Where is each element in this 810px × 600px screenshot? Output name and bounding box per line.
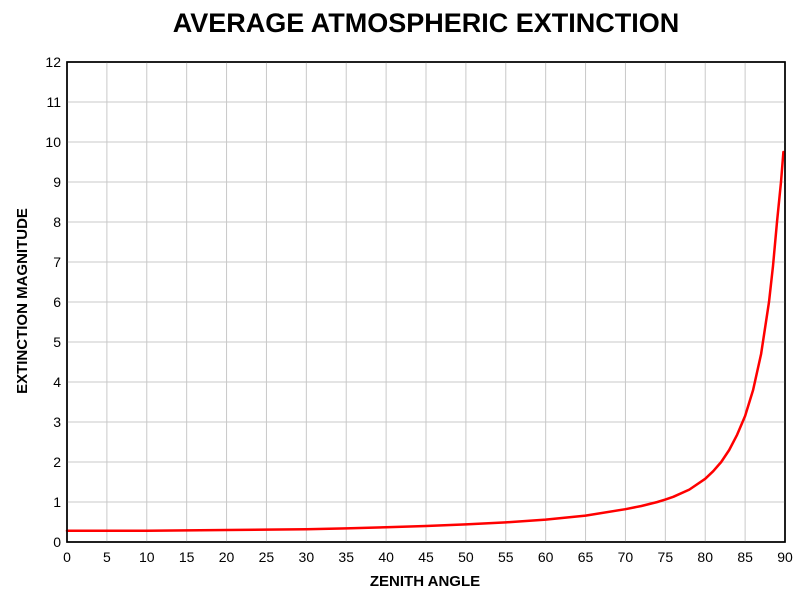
x-tick-label-0: 0	[63, 549, 71, 565]
y-tick-label-6: 6	[53, 294, 61, 310]
x-tick-label-90: 90	[777, 549, 793, 565]
y-tick-label-0: 0	[53, 534, 61, 550]
x-axis-label: ZENITH ANGLE	[370, 573, 480, 590]
y-tick-label-2: 2	[53, 454, 61, 470]
y-tick-label-9: 9	[53, 174, 61, 190]
plot-border	[66, 61, 786, 543]
x-tick-label-45: 45	[418, 549, 434, 565]
y-axis-label: EXTINCTION MAGNITUDE	[14, 208, 31, 394]
y-tick-label-4: 4	[53, 374, 61, 390]
y-tick-label-5: 5	[53, 334, 61, 350]
x-tick-label-80: 80	[697, 549, 713, 565]
horizontal-gridlines	[67, 101, 785, 503]
y-tick-label-10: 10	[45, 134, 61, 150]
y-tick-label-1: 1	[53, 494, 61, 510]
x-tick-label-70: 70	[618, 549, 634, 565]
y-tick-label-12: 12	[45, 54, 61, 70]
x-tick-label-85: 85	[737, 549, 753, 565]
y-tick-label-7: 7	[53, 254, 61, 270]
series-layer	[65, 150, 785, 533]
x-tick-label-75: 75	[658, 549, 674, 565]
x-tick-label-65: 65	[578, 549, 594, 565]
x-tick-label-35: 35	[338, 549, 354, 565]
y-tick-label-3: 3	[53, 414, 61, 430]
y-tick-label-11: 11	[46, 94, 61, 110]
x-tick-label-25: 25	[259, 549, 275, 565]
x-tick-label-50: 50	[458, 549, 474, 565]
x-tick-label-30: 30	[299, 549, 315, 565]
x-tick-label-5: 5	[103, 549, 111, 565]
x-tick-label-10: 10	[139, 549, 155, 565]
series-line-extinction	[65, 150, 785, 533]
y-tick-label-8: 8	[53, 214, 61, 230]
x-tick-label-20: 20	[219, 549, 235, 565]
x-axis-tick-labels: 0 5 10 15 20 25 30 35 40 45 50 55 60 65 70 75 80 85 90	[63, 549, 793, 565]
x-tick-label-55: 55	[498, 549, 514, 565]
x-tick-label-60: 60	[538, 549, 554, 565]
x-tick-label-15: 15	[179, 549, 195, 565]
chart-title: AVERAGE ATMOSPHERIC EXTINCTION	[173, 8, 680, 38]
x-tick-label-40: 40	[378, 549, 394, 565]
